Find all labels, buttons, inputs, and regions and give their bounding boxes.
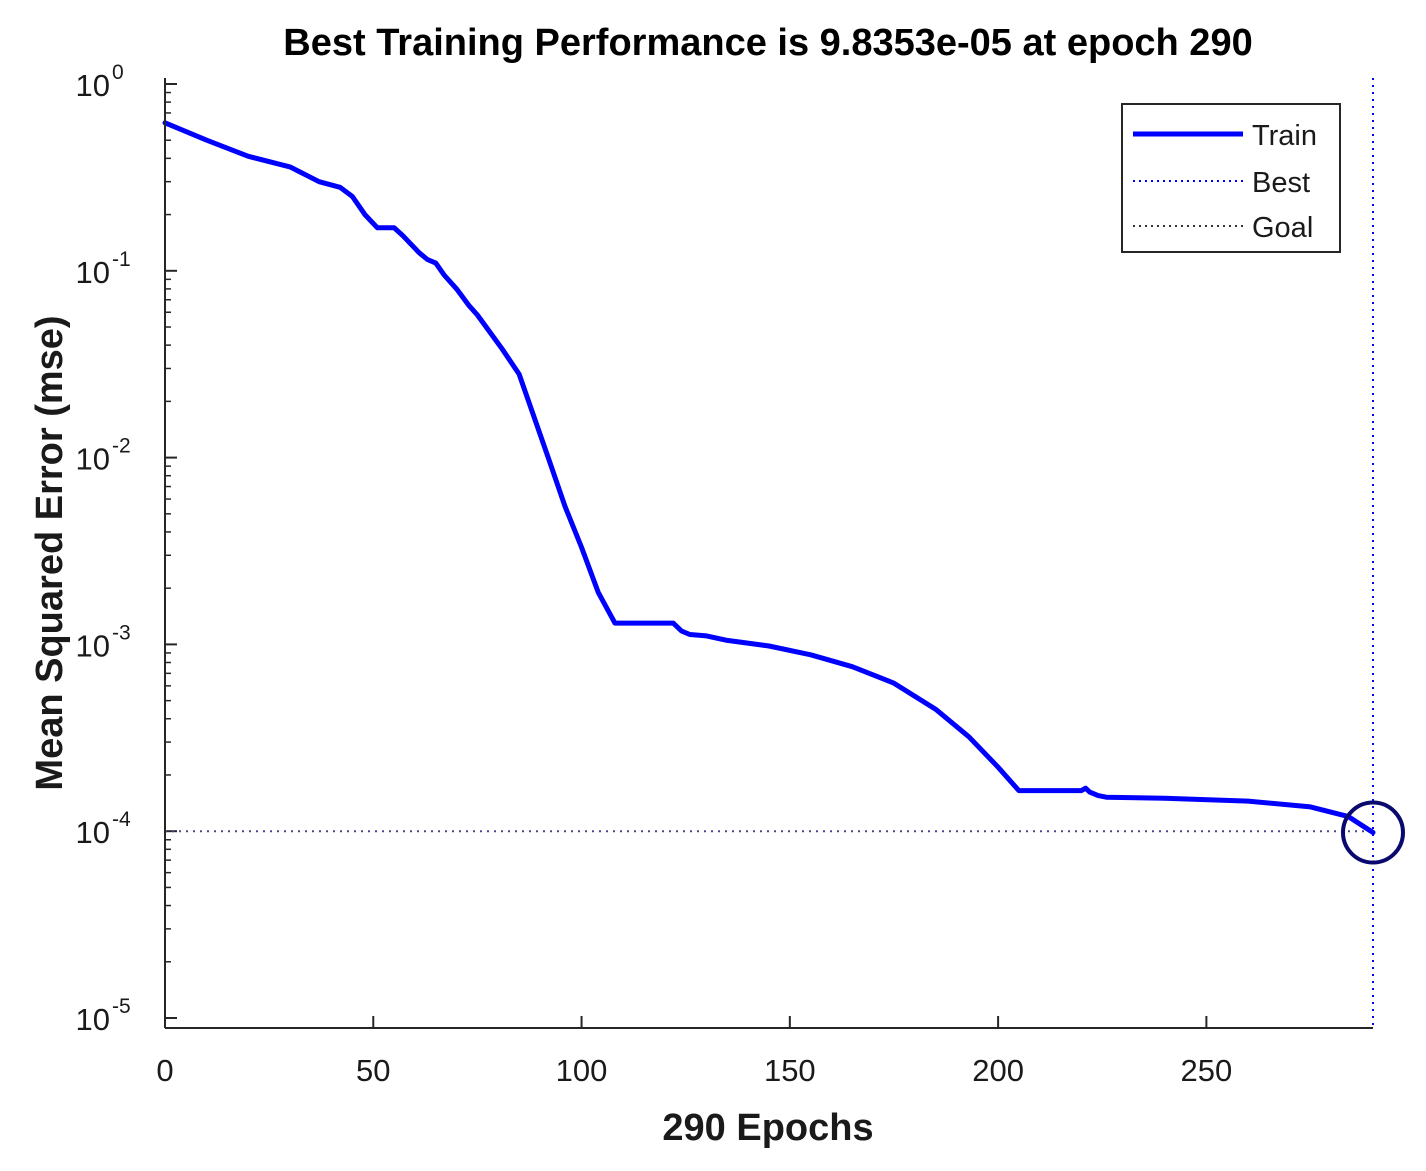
legend-train-label: Train <box>1252 120 1317 152</box>
y-tick-label: 10 <box>76 628 110 663</box>
x-tick-label: 250 <box>1181 1053 1233 1088</box>
legend-best-label: Best <box>1252 167 1310 199</box>
x-tick-label: 0 <box>156 1053 173 1088</box>
y-tick-exponent: -2 <box>112 435 131 458</box>
legend-goal-label: Goal <box>1252 212 1313 244</box>
y-tick-exponent: -3 <box>112 621 131 644</box>
y-tick-label: 10 <box>76 68 110 103</box>
x-tick-label: 50 <box>356 1053 390 1088</box>
series-layer <box>162 78 1405 1028</box>
y-tick-exponent: 0 <box>112 61 124 84</box>
legend-box <box>1121 103 1341 253</box>
x-axis-ticks: 0 50 100 150 200 250 <box>156 1016 1232 1088</box>
x-tick-label: 100 <box>556 1053 608 1088</box>
y-tick-exponent: -5 <box>112 995 131 1018</box>
x-tick-label: 150 <box>764 1053 816 1088</box>
y-tick-label: 10 <box>76 255 110 290</box>
y-axis-label: Mean Squared Error (mse) <box>29 315 71 790</box>
x-tick-label: 200 <box>972 1053 1024 1088</box>
y-tick-label: 10 <box>76 815 110 850</box>
y-tick-exponent: -1 <box>112 248 131 271</box>
y-tick-exponent: -4 <box>112 808 131 831</box>
y-tick-label: 10 <box>76 1002 110 1037</box>
chart-title: Best Training Performance is 9.8353e-05 … <box>283 22 1252 64</box>
best-point-marker <box>1341 800 1405 865</box>
y-tick-label: 10 <box>76 442 110 477</box>
legend: Train Best Goal <box>1121 103 1341 253</box>
x-axis-label: 290 Epochs <box>662 1107 873 1149</box>
train-line <box>162 120 1376 835</box>
